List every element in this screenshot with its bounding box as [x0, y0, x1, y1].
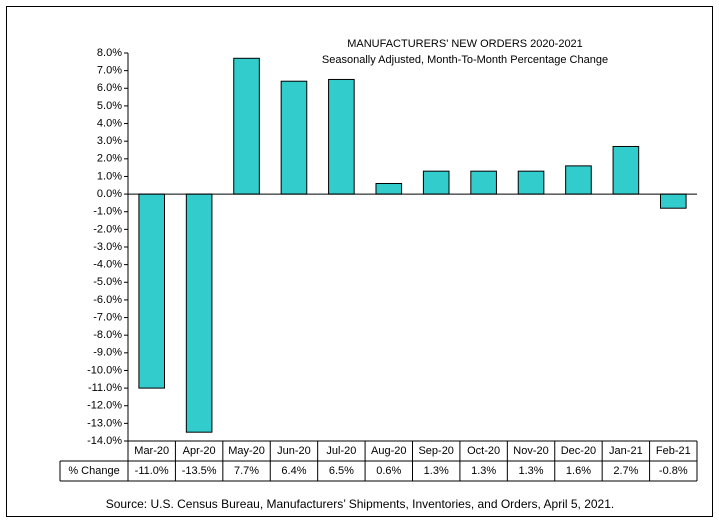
y-tick-label: -11.0% — [88, 382, 122, 394]
y-tick-label: 0.0% — [97, 188, 122, 200]
y-tick-label: -14.0% — [87, 435, 122, 447]
x-tick-label: May-20 — [228, 445, 265, 457]
y-tick-label: -4.0% — [93, 259, 122, 271]
frame — [6, 6, 713, 517]
table-value: 1.3% — [424, 465, 449, 477]
bar — [328, 78, 355, 195]
y-tick-label: -2.0% — [93, 223, 122, 235]
table-value: 1.6% — [566, 465, 591, 477]
table-value: -11.0% — [135, 465, 169, 477]
x-tick-label: Jul-20 — [326, 445, 356, 457]
y-tick-label: -6.0% — [93, 294, 122, 306]
bar — [422, 170, 450, 195]
x-tick-label: Apr-20 — [183, 445, 216, 457]
chart-subtitle: Seasonally Adjusted, Month-To-Month Perc… — [322, 54, 608, 66]
table-value: 0.6% — [376, 465, 401, 477]
y-tick-label: 6.0% — [97, 82, 122, 94]
x-tick-label: Jan-21 — [609, 445, 643, 457]
table-value: 1.3% — [519, 465, 544, 477]
bar — [565, 165, 592, 195]
x-tick-label: Sep-20 — [418, 445, 453, 457]
bar — [280, 80, 308, 195]
y-tick-label: -12.0% — [87, 400, 122, 412]
bar — [233, 57, 260, 195]
table-value: 6.4% — [281, 465, 306, 477]
y-tick-label: 8.0% — [97, 47, 122, 59]
source: Source: U.S. Census Bureau, Manufacturer… — [106, 497, 614, 511]
bar — [375, 183, 403, 195]
bar — [517, 170, 545, 195]
y-tick-label: 1.0% — [97, 170, 122, 182]
bar — [470, 170, 497, 195]
table-value: -13.5% — [182, 465, 217, 477]
x-tick-label: Aug-20 — [371, 445, 406, 457]
bar — [659, 193, 687, 209]
y-tick-label: -9.0% — [93, 347, 122, 359]
chart-title: MANUFACTURERS' NEW ORDERS 2020-2021 — [347, 38, 583, 50]
y-tick-label: 5.0% — [97, 100, 122, 112]
bar — [138, 193, 166, 389]
x-tick-label: Jun-20 — [277, 445, 311, 457]
y-tick-label: -10.0% — [87, 364, 122, 376]
y-tick-label: 3.0% — [97, 135, 122, 147]
y-tick-label: 2.0% — [97, 153, 122, 165]
bar — [185, 193, 213, 433]
table-value: 6.5% — [329, 465, 354, 477]
x-tick-label: Nov-20 — [513, 445, 548, 457]
y-tick-label: -8.0% — [93, 329, 122, 341]
x-tick-label: Oct-20 — [467, 445, 500, 457]
y-tick-label: 7.0% — [97, 65, 122, 77]
table-value: 1.3% — [471, 465, 496, 477]
y-tick-label: -1.0% — [93, 206, 122, 218]
y-tick-label: -7.0% — [93, 311, 122, 323]
y-tick-label: -3.0% — [93, 241, 122, 253]
x-tick-label: Feb-21 — [656, 445, 691, 457]
y-tick-label: -5.0% — [93, 276, 122, 288]
bar — [612, 145, 640, 195]
y-tick-label: -13.0% — [87, 417, 122, 429]
y-tick-label: 4.0% — [97, 117, 122, 129]
x-tick-label: Mar-20 — [134, 445, 169, 457]
table-value: -0.8% — [659, 465, 688, 477]
x-tick-label: Dec-20 — [561, 445, 596, 457]
table-value: 2.7% — [613, 465, 638, 477]
row-label: % Change — [68, 465, 119, 477]
table-value: 7.7% — [234, 465, 259, 477]
